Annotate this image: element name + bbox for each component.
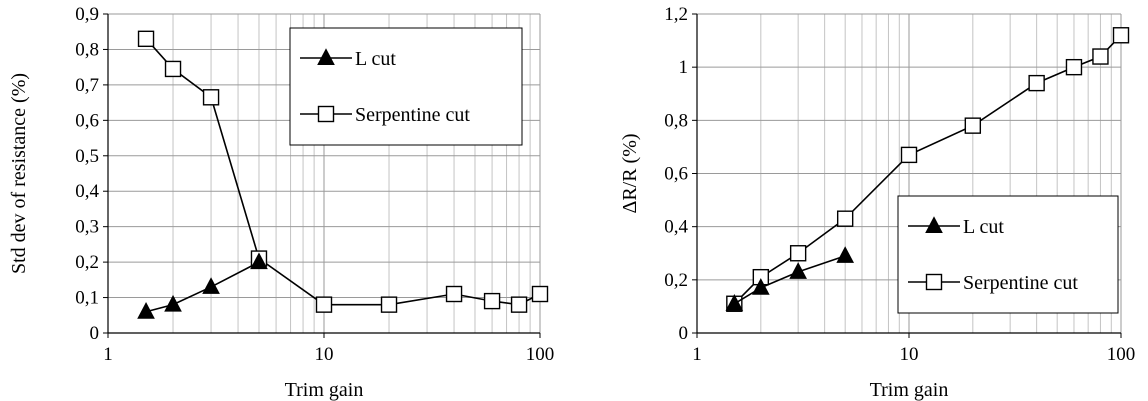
l-cut-point [789, 262, 807, 279]
y-tick-label: 0,6 [664, 164, 688, 185]
x-tick-label: 100 [1107, 344, 1136, 365]
serpentine-cut-point [1065, 58, 1083, 76]
legend-marker-l-cut [925, 216, 943, 233]
l-cut-line [733, 255, 846, 305]
legend-right: L cut Serpentine cut [897, 195, 1119, 314]
serpentine-cut-point [1092, 48, 1109, 65]
serpentine-cut-point [900, 146, 918, 164]
serpentine-cut-point [137, 30, 155, 48]
y-tick-label: 0,9 [75, 4, 99, 25]
l-cut-line [145, 261, 260, 313]
serpentine-cut-point [315, 296, 333, 313]
y-tick-label: 0,2 [75, 252, 99, 273]
serpentine-cut-point [531, 285, 549, 303]
series-l-cut [137, 252, 268, 319]
y-axis-title: Std dev of resistance (%) [8, 73, 30, 274]
y-tick-label: 0,1 [75, 288, 99, 309]
y-tick-label: 0 [90, 323, 100, 344]
serpentine-cut-point [202, 89, 220, 106]
series-l-cut [725, 246, 855, 311]
serpentine-cut-point [836, 210, 854, 227]
y-axis-title: ΔR/R (%) [619, 133, 641, 213]
legend-marker-serpentine-cut [317, 105, 335, 123]
serpentine-cut-point [1028, 74, 1045, 92]
chart-left: 0 0,1 0,2 0,3 0,4 0,5 0,6 0,7 0,8 0,9 1 10 100 Trim g… [8, 4, 554, 401]
legend-box [289, 27, 523, 146]
y-tick-label: 0,6 [75, 110, 99, 131]
serpentine-cut-point [1112, 27, 1130, 44]
serpentine-cut-point [964, 117, 982, 134]
l-cut-point [137, 302, 155, 319]
serpentine-cut-point [164, 60, 182, 78]
y-tick-label: 0,3 [75, 217, 99, 238]
l-cut-point [836, 246, 855, 263]
y-tick-label: 0,7 [75, 75, 99, 96]
serpentine-cut-point [380, 296, 398, 313]
series-serpentine-cut [137, 30, 549, 313]
chart-right: 0 0,2 0,4 0,6 0,8 1 1,2 1 10 100 Trim gain ΔR/R (%)… [619, 4, 1135, 401]
l-cut-point [725, 294, 744, 311]
x-axis-title: Trim gain [870, 379, 949, 401]
x-tick-label: 1 [692, 344, 702, 365]
serpentine-cut-line [733, 34, 1122, 305]
serpentine-cut-point [483, 292, 501, 310]
l-cut-point [202, 277, 220, 294]
serpentine-cut-point [445, 285, 463, 303]
legend-box [897, 195, 1119, 314]
legend-left: L cut Serpentine cut [289, 27, 523, 146]
y-tick-label: 0 [679, 323, 689, 344]
serpentine-cut-point [510, 296, 528, 313]
x-tick-label: 1 [103, 344, 113, 365]
y-tick-label: 1,2 [664, 4, 688, 25]
x-tick-label: 10 [315, 344, 334, 365]
serpentine-cut-line [145, 38, 541, 306]
y-tick-label: 0,4 [664, 217, 688, 238]
y-tick-label: 0,2 [664, 270, 688, 291]
l-cut-point [250, 252, 268, 270]
serpentine-cut-point [789, 245, 807, 262]
y-tick-label: 0,5 [75, 146, 99, 167]
l-cut-point [164, 294, 182, 312]
y-tick-label: 1 [679, 57, 689, 78]
x-tick-label: 10 [900, 344, 919, 365]
legend-label: L cut [963, 216, 1004, 238]
y-tick-label: 0,8 [664, 110, 688, 131]
l-cut-point [751, 278, 770, 295]
x-tick-label: 100 [526, 344, 555, 365]
legend-label: Serpentine cut [963, 272, 1078, 294]
legend-label: L cut [355, 48, 396, 70]
x-axis-title: Trim gain [285, 379, 364, 401]
legend-marker-l-cut [317, 48, 335, 65]
legend-marker-serpentine-cut [925, 273, 943, 291]
y-tick-label: 0,8 [75, 39, 99, 60]
y-tick-label: 0,4 [75, 181, 99, 202]
legend-label: Serpentine cut [355, 104, 470, 126]
